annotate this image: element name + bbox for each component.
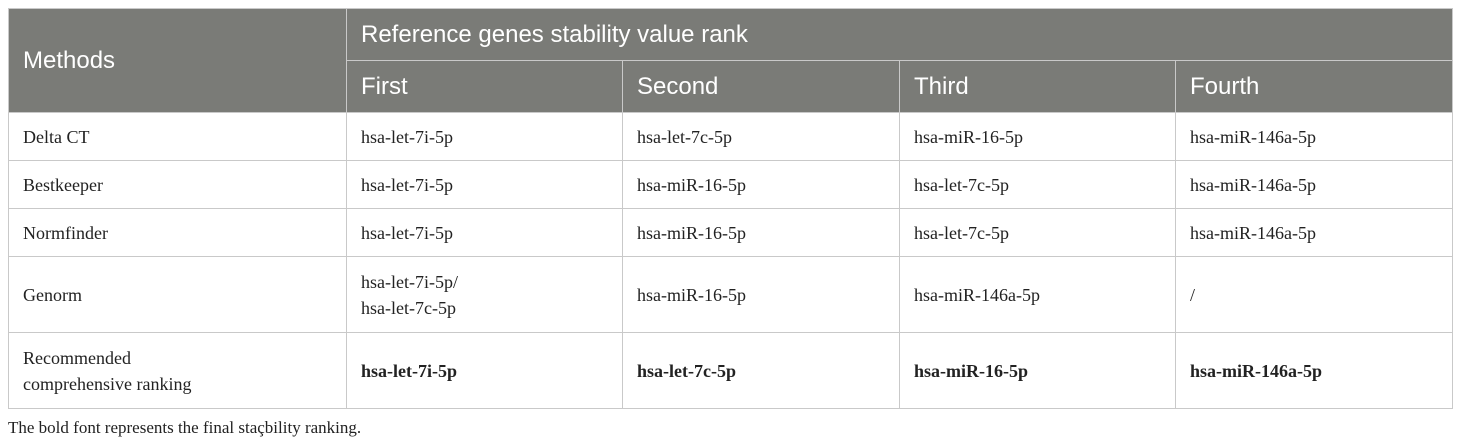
rank-third-cell: hsa-miR-146a-5p bbox=[899, 256, 1176, 333]
ranking-table-container: Methods Reference genes stability value … bbox=[8, 8, 1454, 409]
header-methods: Methods bbox=[8, 8, 347, 113]
rank-fourth-cell: hsa-miR-146a-5p bbox=[1174, 112, 1454, 161]
rank-first-line-2: hsa-let-7c-5p bbox=[361, 297, 456, 318]
rank-first-line-1: hsa-let-7i-5p/ bbox=[361, 271, 458, 292]
header-third: Third bbox=[899, 60, 1176, 113]
method-cell: Genorm bbox=[8, 256, 347, 333]
rank-third-cell: hsa-miR-16-5p bbox=[899, 112, 1176, 161]
rank-fourth-cell: / bbox=[1174, 256, 1454, 333]
method-cell: Bestkeeper bbox=[8, 160, 347, 209]
table-row-normfinder: Normfinder hsa-let-7i-5p hsa-miR-16-5p h… bbox=[8, 208, 1454, 257]
rank-first-cell: hsa-let-7i-5p bbox=[346, 208, 623, 257]
rank-fourth-cell: hsa-miR-146a-5p bbox=[1174, 332, 1454, 409]
rank-first-cell: hsa-let-7i-5p bbox=[346, 332, 623, 409]
table-header: Methods Reference genes stability value … bbox=[8, 8, 1454, 113]
method-line-2: comprehensive ranking bbox=[23, 373, 192, 394]
table-footnote: The bold font represents the final staçb… bbox=[8, 418, 362, 437]
header-second: Second bbox=[622, 60, 900, 113]
rank-second-cell: hsa-miR-16-5p bbox=[622, 256, 900, 333]
header-first: First bbox=[346, 60, 623, 113]
table-row-recommended: Recommended comprehensive ranking hsa-le… bbox=[8, 332, 1454, 409]
rank-first-cell: hsa-let-7i-5p bbox=[346, 160, 623, 209]
rank-second-cell: hsa-let-7c-5p bbox=[622, 332, 900, 409]
rank-fourth-cell: hsa-miR-146a-5p bbox=[1174, 208, 1454, 257]
header-fourth: Fourth bbox=[1174, 60, 1454, 113]
method-line-1: Recommended bbox=[23, 347, 131, 368]
ranking-table: Methods Reference genes stability value … bbox=[8, 8, 1454, 409]
table-row-delta-ct: Delta CT hsa-let-7i-5p hsa-let-7c-5p hsa… bbox=[8, 112, 1454, 161]
rank-fourth-cell: hsa-miR-146a-5p bbox=[1174, 160, 1454, 209]
method-cell: Recommended comprehensive ranking bbox=[8, 332, 347, 409]
rank-third-cell: hsa-miR-16-5p bbox=[899, 332, 1176, 409]
table-row-genorm: Genorm hsa-let-7i-5p/ hsa-let-7c-5p hsa-… bbox=[8, 256, 1454, 333]
rank-third-cell: hsa-let-7c-5p bbox=[899, 208, 1176, 257]
table-row-bestkeeper: Bestkeeper hsa-let-7i-5p hsa-miR-16-5p h… bbox=[8, 160, 1454, 209]
rank-first-cell: hsa-let-7i-5p/ hsa-let-7c-5p bbox=[346, 256, 623, 333]
rank-second-cell: hsa-miR-16-5p bbox=[622, 208, 900, 257]
rank-third-cell: hsa-let-7c-5p bbox=[899, 160, 1176, 209]
header-group-rank: Reference genes stability value rank bbox=[345, 8, 1454, 61]
rank-second-cell: hsa-let-7c-5p bbox=[622, 112, 900, 161]
rank-first-cell: hsa-let-7i-5p bbox=[346, 112, 623, 161]
rank-second-cell: hsa-miR-16-5p bbox=[622, 160, 900, 209]
table-body: Delta CT hsa-let-7i-5p hsa-let-7c-5p hsa… bbox=[8, 112, 1454, 409]
method-cell: Normfinder bbox=[8, 208, 347, 257]
method-cell: Delta CT bbox=[8, 112, 347, 161]
